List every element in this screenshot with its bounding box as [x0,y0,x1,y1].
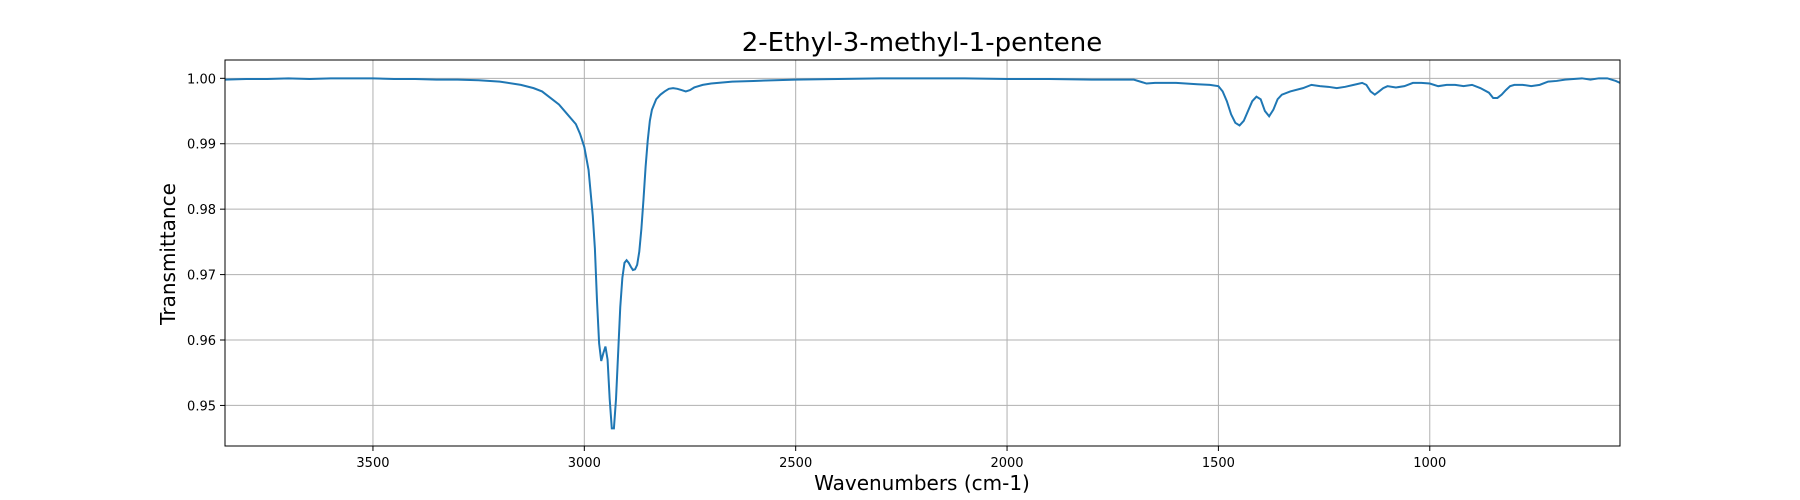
x-tick-label: 1500 [1202,456,1235,471]
chart-title: 2-Ethyl-3-methyl-1-pentene [742,28,1103,58]
y-tick-label: 1.00 [187,72,216,87]
spectrum-line [224,77,1621,430]
y-axis-label: Transmittance [156,183,180,326]
y-tick-label: 0.96 [187,334,216,349]
y-tick-label: 0.99 [187,138,216,153]
x-axis-ticks: 3500 3000 2500 2000 1500 1000 [356,446,1446,471]
x-axis-label: Wavenumbers (cm-1) [814,471,1030,495]
y-tick-label: 0.95 [187,399,216,414]
x-tick-label: 3000 [568,456,601,471]
x-tick-label: 2500 [779,456,812,471]
grid [225,60,1620,446]
x-tick-label: 3500 [356,456,389,471]
x-tick-label: 2000 [990,456,1023,471]
y-tick-label: 0.97 [187,269,216,284]
y-axis-ticks: 0.95 0.96 0.97 0.98 0.99 1.00 [187,72,225,414]
x-tick-label: 1000 [1413,456,1446,471]
plot-frame [224,59,1621,447]
y-tick-label: 0.98 [187,203,216,218]
